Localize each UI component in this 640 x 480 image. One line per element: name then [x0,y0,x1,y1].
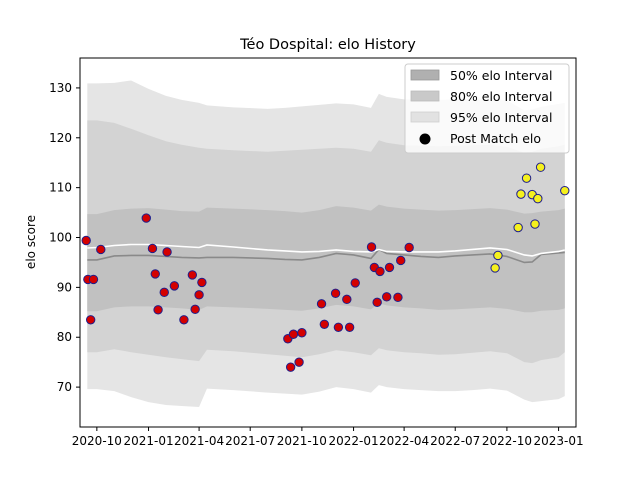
axes-frame [79,57,577,428]
data-point-25 [333,322,344,332]
data-point-10 [162,247,172,257]
data-point-12 [179,315,189,325]
data-point-44 [530,219,540,229]
x-tick-label-2: 2021-04 [174,434,224,448]
mean-line [87,243,565,257]
data-point-36 [396,255,406,266]
data-point-26 [342,294,352,305]
x-tick-label-5: 2022-01 [328,434,378,448]
data-point-40 [513,222,523,233]
data-point-19 [288,329,299,339]
data-point-3 [88,274,99,285]
data-point-31 [372,297,382,308]
x-tick-label-3: 2021-07 [225,434,275,448]
legend-label-80: 80% elo Interval [450,89,552,104]
legend: 50% elo Interval 80% elo Interval 95% el… [404,63,570,154]
y-tick-label-2: 90 [57,280,72,294]
data-point-46 [535,162,546,172]
legend-swatch-50 [410,69,440,81]
y-tick-label-6: 130 [49,81,72,95]
data-point-7 [150,269,160,279]
data-point-35 [393,292,403,303]
legend-swatch-80 [410,90,440,102]
data-point-11 [169,281,180,291]
y-axis: 70 80 90 100 110 120 130 [49,81,80,394]
data-point-29 [366,242,377,252]
data-point-33 [382,292,392,302]
legend-label-50: 50% elo Interval [450,68,552,83]
plot-contents [81,80,570,408]
data-point-37 [404,242,414,253]
chart-title: Téo Dospital: elo History [239,37,416,53]
data-point-41 [516,189,526,199]
data-point-2 [85,315,96,325]
data-point-22 [316,299,327,309]
data-point-45 [533,193,543,204]
y-tick-label-0: 70 [57,380,72,394]
plot-area [81,80,570,408]
data-point-42 [521,173,532,183]
data-point-23 [319,319,330,329]
y-tick-label-5: 120 [49,131,72,145]
data-point-14 [190,304,200,315]
legend-marker-post-match [419,133,431,145]
data-point-15 [194,290,204,300]
y-axis-label: elo score [24,215,38,269]
y-tick-label-1: 80 [57,330,72,344]
x-tick-label-9: 2023-01 [534,434,584,448]
data-point-0 [81,235,91,246]
data-point-38 [490,263,500,273]
y-tick-label-3: 100 [49,231,72,245]
data-point-24 [330,288,341,299]
legend-box [404,63,570,154]
data-point-32 [375,266,385,277]
data-point-4 [96,244,106,255]
x-tick-label-1: 2021-01 [123,434,173,448]
data-point-39 [493,250,503,261]
y-tick-label-4: 110 [49,181,72,195]
data-point-21 [297,328,307,338]
data-point-8 [153,305,163,315]
legend-swatch-95 [410,111,440,123]
data-point-18 [285,362,296,372]
data-point-9 [159,287,169,298]
data-point-13 [187,270,198,280]
x-tick-label-0: 2020-10 [72,434,122,448]
legend-label-95: 95% elo Interval [450,110,552,125]
x-axis: 2020-10 2021-01 2021-04 2021-07 2021-10 2022-… [72,427,584,448]
data-point-27 [344,322,355,332]
data-point-28 [350,278,360,288]
x-tick-label-8: 2022-10 [482,434,532,448]
data-point-16 [197,277,207,288]
data-point-5 [141,213,151,223]
x-tick-label-6: 2022-04 [379,434,429,448]
data-point-47 [560,185,570,196]
x-tick-label-7: 2022-07 [430,434,480,448]
x-tick-label-4: 2021-10 [277,434,327,448]
legend-label-post-match: Post Match elo [450,131,541,146]
data-point-6 [147,243,158,254]
band-50 [87,204,565,313]
data-point-20 [294,357,304,367]
data-point-34 [384,262,395,273]
